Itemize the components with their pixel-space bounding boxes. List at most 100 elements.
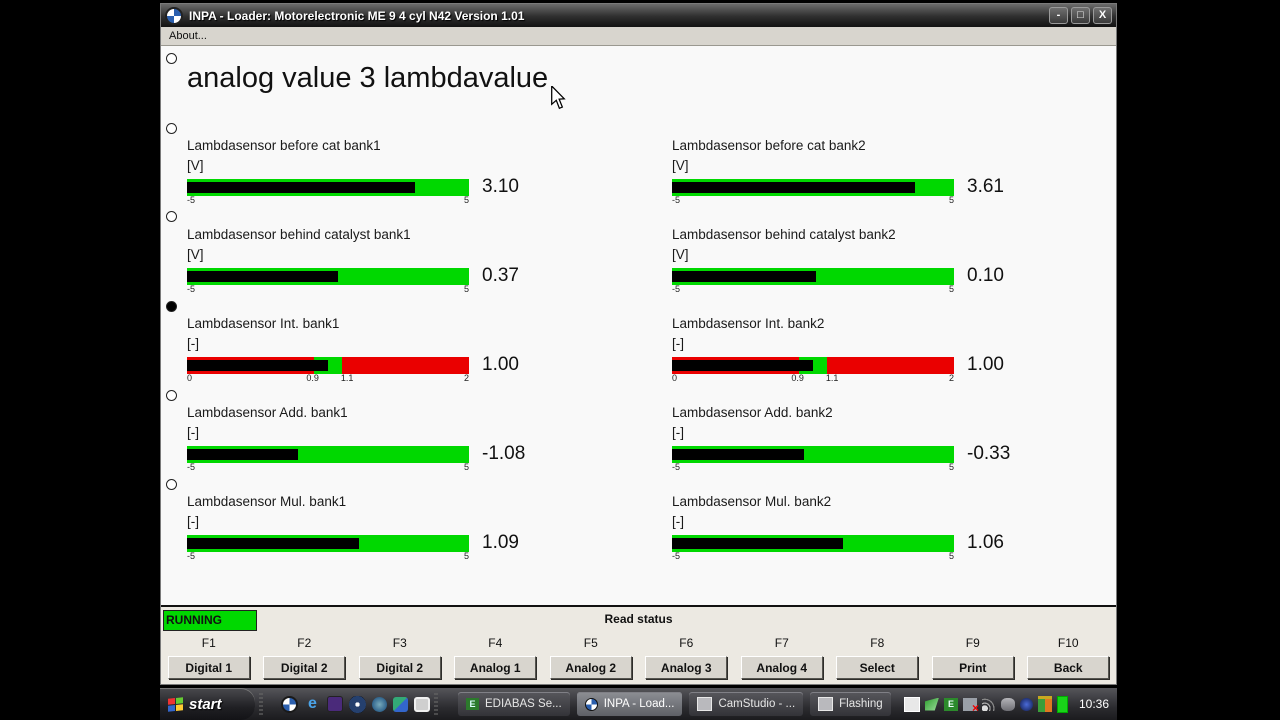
gauge-label: Lambdasensor behind catalyst bank1 (187, 227, 411, 242)
page-title: analog value 3 lambdavalue (187, 62, 549, 94)
f4-analog1-button[interactable]: Analog 1 (454, 656, 537, 679)
gauge-fill (187, 181, 416, 193)
f6-analog3-button[interactable]: Analog 3 (645, 656, 728, 679)
gauge-unit: [V] (187, 247, 204, 262)
task-label: CamStudio - ... (718, 698, 796, 710)
bmw-roundel-icon (165, 6, 183, 25)
window-app-icon[interactable] (414, 696, 430, 712)
taskbar-clock: 10:36 (1078, 697, 1109, 711)
function-key-bar: F1 Digital 1 F2 Digital 2 F3 Digital 2 F4 An… (161, 633, 1116, 684)
eye-viewer-icon[interactable] (349, 695, 366, 713)
blue-app-icon[interactable] (372, 696, 387, 712)
indicator-dot (166, 390, 177, 401)
gauge-int-bank2: Lambdasensor Int. bank2 [-] 1.00 0 0.9 1… (672, 316, 1116, 405)
f10-back-button[interactable]: Back (1027, 656, 1110, 679)
task-ediabas[interactable]: E EDIABAS Se... (458, 692, 570, 716)
gauge-value: 3.10 (482, 176, 519, 197)
tick-low: 0.9 (791, 373, 804, 383)
folder-icon (818, 697, 834, 711)
display-colors-icon[interactable] (1037, 696, 1052, 712)
fkey-label-f6: F6 (679, 636, 694, 650)
gauge-unit: [V] (672, 247, 689, 262)
f9-print-button[interactable]: Print (931, 656, 1014, 679)
gauge-bar (672, 445, 954, 463)
monitor-disconnected-icon[interactable] (962, 697, 979, 715)
tick-max: 5 (948, 195, 954, 205)
gauge-value: 1.00 (967, 354, 1004, 375)
gauge-before-cat-bank2: Lambdasensor before cat bank2 [V] 3.61 -… (672, 138, 1116, 227)
indicator-dot (166, 123, 177, 134)
purple-app-icon[interactable] (327, 696, 343, 712)
maximize-button[interactable]: □ (1071, 7, 1090, 24)
green-network-icon[interactable] (924, 697, 939, 711)
f5-analog2-button[interactable]: Analog 2 (549, 656, 632, 679)
blue-dot-icon[interactable] (1019, 697, 1033, 711)
tick-min: -5 (672, 462, 681, 472)
gauge-fill (672, 359, 813, 371)
running-status-badge: RUNNING (163, 610, 257, 631)
gauge-unit: [-] (187, 336, 199, 351)
fkey-label-f4: F4 (488, 636, 503, 650)
gauge-behind-cat-bank2: Lambdasensor behind catalyst bank2 [V] 0… (672, 227, 1116, 316)
bmw-roundel-icon (584, 697, 598, 711)
fkey-label-f2: F2 (297, 636, 312, 650)
tick-min: -5 (187, 195, 196, 205)
gauge-value: -1.08 (482, 443, 526, 464)
fkey-label-f10: F10 (1057, 636, 1079, 650)
gauge-fill (672, 448, 804, 460)
ediabas-icon[interactable]: E (943, 697, 958, 711)
windows-logo-icon (168, 696, 183, 712)
gauge-unit: [-] (672, 336, 684, 351)
task-camstudio[interactable]: CamStudio - ... (689, 692, 804, 716)
task-flashing[interactable]: Flashing (810, 692, 891, 716)
f8-select-button[interactable]: Select (836, 656, 919, 679)
task-inpa[interactable]: INPA - Load... (576, 692, 683, 716)
task-label: Flashing (839, 698, 883, 710)
f3-digital2-button[interactable]: Digital 2 (358, 656, 441, 679)
gauge-unit: [-] (672, 514, 684, 529)
window-icon[interactable] (903, 696, 920, 712)
tick-min: -5 (672, 551, 681, 561)
f1-digital1-button[interactable]: Digital 1 (167, 656, 250, 679)
gauge-value: 3.61 (967, 176, 1004, 197)
folder-icon (697, 697, 713, 711)
gray-device-icon[interactable] (1000, 697, 1015, 711)
titlebar[interactable]: INPA - Loader: Motorelectronic ME 9 4 cy… (161, 4, 1116, 27)
gauge-fill (187, 270, 339, 282)
tick-max: 2 (463, 373, 469, 383)
tick-max: 2 (948, 373, 954, 383)
start-button[interactable]: start (160, 688, 255, 720)
gauge-behind-cat-bank1: Lambdasensor behind catalyst bank1 [V] 0… (187, 227, 647, 316)
green-level-icon[interactable] (1056, 695, 1068, 713)
window-title: INPA - Loader: Motorelectronic ME 9 4 cy… (189, 8, 525, 23)
gauge-unit: [-] (187, 514, 199, 529)
f2-digital2-button[interactable]: Digital 2 (263, 656, 346, 679)
f7-analog4-button[interactable]: Analog 4 (740, 656, 823, 679)
status-bar: RUNNING Read status (161, 609, 1116, 633)
close-button[interactable]: X (1093, 7, 1112, 24)
fkey-label-f9: F9 (965, 636, 980, 650)
indicator-dot (166, 479, 177, 490)
gauge-label: Lambdasensor Mul. bank1 (187, 494, 347, 509)
ediabas-icon: E (466, 698, 479, 710)
gauge-value: 0.37 (482, 265, 519, 286)
gauge-unit: [-] (672, 425, 684, 440)
minimize-button[interactable]: - (1049, 7, 1068, 24)
tick-max: 5 (948, 551, 954, 561)
fkey-label-f3: F3 (392, 636, 407, 650)
menu-about[interactable]: About... (169, 30, 207, 42)
indicator-dot (166, 53, 177, 64)
gauge-unit: [V] (187, 158, 204, 173)
gauge-fill (187, 448, 298, 460)
color-app-icon[interactable] (393, 696, 408, 712)
signal-icon[interactable] (981, 697, 996, 711)
tick-max: 5 (463, 284, 469, 294)
read-status-label: Read status (604, 612, 673, 626)
indicator-dot (166, 211, 177, 222)
gauge-unit: [V] (672, 158, 689, 173)
internet-explorer-icon[interactable]: e (308, 694, 317, 712)
tick-high: 1.1 (825, 373, 839, 383)
gauge-fill (672, 270, 816, 282)
bmw-roundel-icon[interactable] (281, 695, 298, 713)
